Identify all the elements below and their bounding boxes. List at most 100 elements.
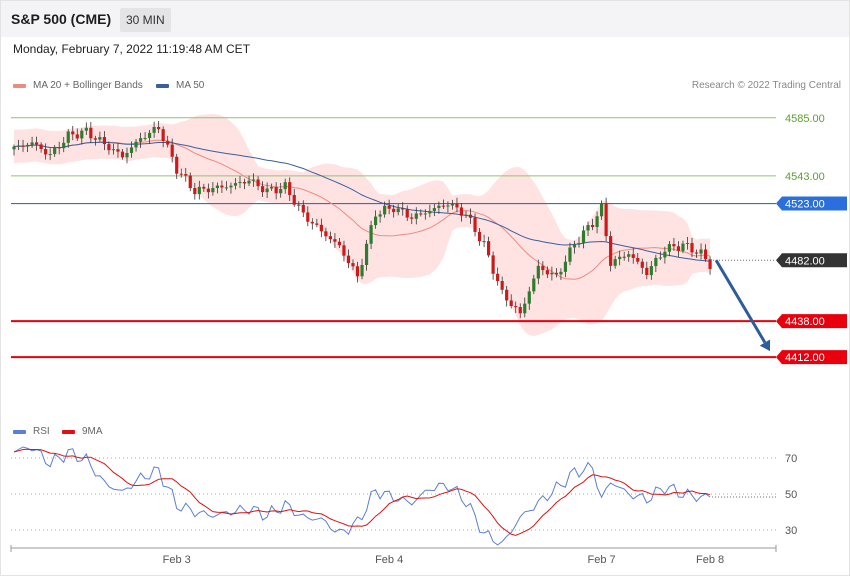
candle-body xyxy=(66,131,70,143)
candle-body xyxy=(247,180,251,184)
candle-body xyxy=(315,223,319,225)
legend-ma20: MA 20 + Bollinger Bands xyxy=(13,80,143,91)
candle-body xyxy=(545,270,549,275)
ma50-swatch xyxy=(156,83,169,88)
candle-body xyxy=(523,303,527,314)
rsi-tick-label: 50 xyxy=(785,489,797,501)
candle-body xyxy=(175,156,179,174)
candle-body xyxy=(161,129,165,142)
ma50-label: MA 50 xyxy=(176,80,205,91)
candle-body xyxy=(622,256,626,258)
candle-body xyxy=(658,257,662,259)
candle-body xyxy=(496,273,500,281)
candles xyxy=(12,120,712,319)
candle-body xyxy=(441,205,445,207)
candle-body xyxy=(640,261,644,268)
candle-body xyxy=(450,203,455,206)
level-label-4: 4438.00 xyxy=(785,316,825,328)
candle-body xyxy=(364,243,369,266)
candle-body xyxy=(414,213,418,219)
candle-body xyxy=(392,208,396,213)
candle-body xyxy=(143,138,147,140)
candle-body xyxy=(369,225,373,244)
candle-body xyxy=(374,216,378,226)
candle-body xyxy=(432,208,436,211)
candle-body xyxy=(423,213,427,215)
candle-body xyxy=(89,127,93,139)
rsi-swatch xyxy=(13,429,26,434)
candle-body xyxy=(48,154,52,156)
projection-arrow xyxy=(714,259,767,344)
legend-ma50: MA 50 xyxy=(156,80,204,91)
candle-body xyxy=(62,142,66,149)
time-axis-label: Feb 4 xyxy=(375,554,403,566)
ma20-swatch xyxy=(13,83,26,88)
candle-body xyxy=(581,230,586,243)
candle-body xyxy=(170,144,174,157)
candle-body xyxy=(536,265,540,279)
candle-body xyxy=(654,257,658,267)
candle-body xyxy=(188,175,192,189)
candle-body xyxy=(265,188,269,193)
candle-body xyxy=(256,179,260,187)
candle-body xyxy=(39,144,43,149)
candle-body xyxy=(609,236,613,266)
level-tag-5 xyxy=(776,350,847,365)
time-axis-label: Feb 7 xyxy=(588,554,616,566)
candle-body xyxy=(129,147,134,153)
ma9-label: 9MA xyxy=(82,426,103,437)
candle-body xyxy=(396,208,400,213)
candle-body xyxy=(708,259,712,269)
candle-body xyxy=(667,244,671,252)
candle-body xyxy=(419,213,423,215)
candle-body xyxy=(342,245,346,256)
candle-body xyxy=(25,144,30,147)
candle-body xyxy=(301,204,305,213)
candle-body xyxy=(21,145,25,147)
time-axis-label: Feb 3 xyxy=(163,554,191,566)
candle-body xyxy=(631,254,635,258)
candle-body xyxy=(500,280,504,290)
candle-body xyxy=(111,149,116,151)
candle-body xyxy=(672,244,676,247)
interval-button[interactable]: 30 MIN xyxy=(120,8,171,32)
candle-body xyxy=(297,204,301,206)
candle-body xyxy=(590,225,595,227)
candle-body xyxy=(563,261,568,272)
candle-body xyxy=(148,132,152,139)
candle-body xyxy=(30,142,34,145)
bollinger-band xyxy=(14,114,711,337)
candle-body xyxy=(292,195,296,205)
candle-body xyxy=(473,217,477,232)
candle-body xyxy=(166,141,170,145)
candle-body xyxy=(694,252,699,254)
candle-body xyxy=(464,214,468,216)
candle-body xyxy=(351,263,355,267)
candle-body xyxy=(346,255,351,264)
rsi-ma9-line xyxy=(13,448,711,536)
time-axis-label: Feb 8 xyxy=(696,554,724,566)
candle-body xyxy=(604,203,608,237)
candle-body xyxy=(468,214,473,218)
candle-body xyxy=(509,300,513,307)
timestamp: Monday, February 7, 2022 11:19:48 AM CET xyxy=(13,42,251,56)
candle-body xyxy=(487,241,491,256)
ma9-swatch xyxy=(62,429,75,434)
candle-body xyxy=(251,179,256,181)
candle-body xyxy=(279,189,283,194)
candle-body xyxy=(152,126,156,133)
candle-body xyxy=(387,205,391,209)
candle-body xyxy=(527,291,531,304)
level-label-5: 4412.00 xyxy=(785,352,825,364)
candle-body xyxy=(514,306,518,308)
candle-body xyxy=(532,278,536,292)
candle-body xyxy=(627,254,631,257)
candle-body xyxy=(274,186,278,194)
candle-body xyxy=(541,265,545,271)
candle-body xyxy=(613,259,617,266)
candle-body xyxy=(35,142,39,145)
candle-body xyxy=(554,272,558,275)
candle-body xyxy=(157,126,161,130)
candle-body xyxy=(401,208,405,210)
